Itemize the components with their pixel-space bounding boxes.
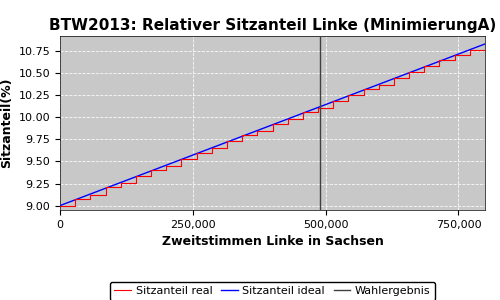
Y-axis label: Sitzanteil(%): Sitzanteil(%) (0, 78, 13, 168)
Title: BTW2013: Relativer Sitzanteil Linke (MinimierungA): BTW2013: Relativer Sitzanteil Linke (Min… (49, 18, 496, 33)
X-axis label: Zweitstimmen Linke in Sachsen: Zweitstimmen Linke in Sachsen (162, 235, 384, 248)
Legend: Sitzanteil real, Sitzanteil ideal, Wahlergebnis: Sitzanteil real, Sitzanteil ideal, Wahle… (110, 282, 435, 300)
